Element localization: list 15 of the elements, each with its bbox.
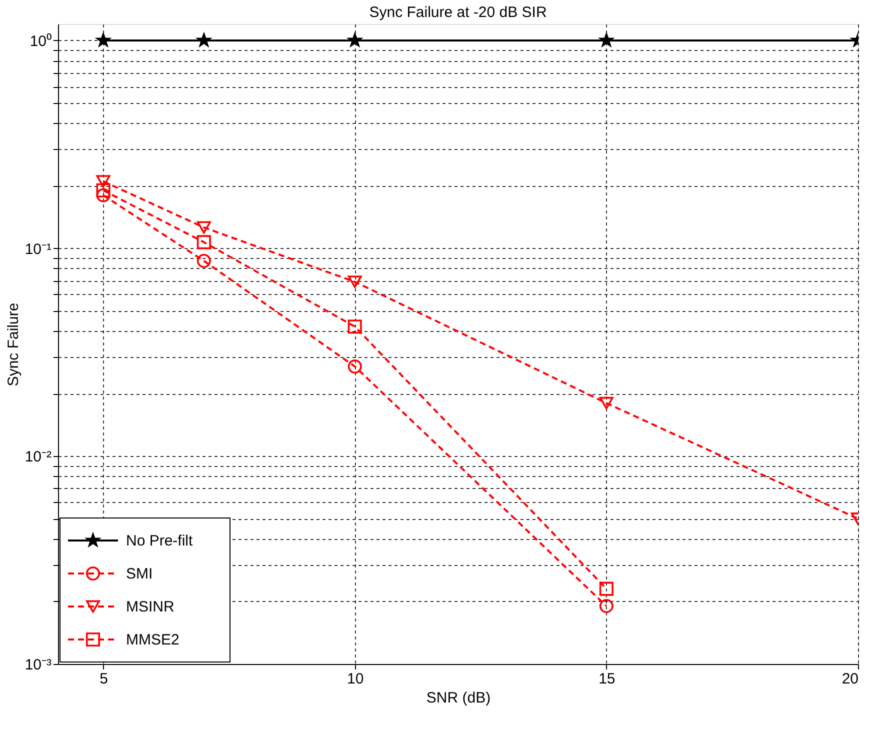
y-tick-label: 10⁻³ (24, 656, 52, 674)
legend-label: MMSE2 (126, 632, 180, 648)
x-axis-title: SNR (dB) (426, 690, 491, 706)
legend-label: SMI (126, 566, 153, 582)
legend-label: MSINR (126, 598, 174, 616)
y-tick-label: 10⁻² (24, 448, 52, 466)
legend-label: No Pre-filt (126, 532, 194, 550)
x-tick-label: 20 (842, 670, 858, 688)
x-tick-label: 15 (598, 670, 616, 688)
y-axis-title: Sync Failure (4, 302, 22, 386)
x-tick-label: 5 (100, 670, 108, 688)
y-tick-label: 10⁰ (30, 32, 52, 50)
chart-title: Sync Failure at -20 dB SIR (369, 4, 547, 21)
y-tick-label: 10⁻¹ (24, 240, 52, 258)
x-tick-label: 10 (347, 670, 364, 688)
